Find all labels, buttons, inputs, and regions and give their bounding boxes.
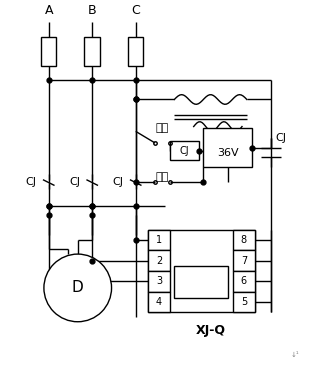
Text: C: C bbox=[131, 4, 140, 17]
Bar bbox=[41, 37, 56, 66]
Text: 7: 7 bbox=[241, 256, 247, 266]
Text: D: D bbox=[72, 280, 84, 296]
Text: CJ: CJ bbox=[69, 177, 80, 187]
Bar bbox=[169, 141, 198, 160]
Bar bbox=[85, 37, 100, 66]
Text: B: B bbox=[88, 4, 96, 17]
Circle shape bbox=[44, 254, 112, 322]
Bar bbox=[233, 230, 255, 251]
Bar bbox=[148, 230, 255, 312]
Text: 3: 3 bbox=[156, 276, 162, 286]
Bar bbox=[174, 266, 228, 298]
Text: 6: 6 bbox=[241, 276, 247, 286]
Text: 4: 4 bbox=[156, 297, 162, 307]
Text: 36V: 36V bbox=[217, 148, 238, 158]
Bar bbox=[233, 271, 255, 291]
Text: 起动: 起动 bbox=[155, 172, 168, 182]
Text: 1: 1 bbox=[156, 235, 162, 245]
Text: ↓¹: ↓¹ bbox=[291, 351, 300, 357]
Bar bbox=[148, 251, 169, 271]
Text: CJ: CJ bbox=[26, 177, 37, 187]
Bar bbox=[233, 291, 255, 312]
Text: 2: 2 bbox=[156, 256, 162, 266]
Bar bbox=[233, 251, 255, 271]
Text: XJ-Q: XJ-Q bbox=[196, 324, 226, 337]
Bar bbox=[148, 291, 169, 312]
Bar bbox=[148, 230, 169, 251]
Text: 5: 5 bbox=[241, 297, 247, 307]
Bar bbox=[148, 271, 169, 291]
Text: 停止: 停止 bbox=[155, 124, 168, 134]
Text: CJ: CJ bbox=[113, 177, 124, 187]
Text: CJ: CJ bbox=[276, 133, 287, 143]
Text: A: A bbox=[45, 4, 53, 17]
Text: 8: 8 bbox=[241, 235, 247, 245]
Text: CJ: CJ bbox=[179, 146, 189, 156]
Bar bbox=[128, 37, 144, 66]
Bar bbox=[203, 128, 252, 167]
